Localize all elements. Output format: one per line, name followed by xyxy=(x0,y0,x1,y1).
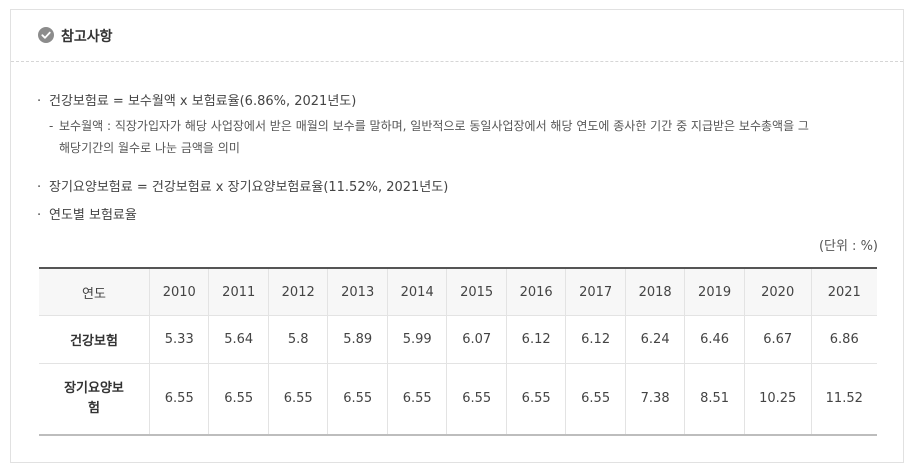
table-row: 장기요양보 험 6.55 6.55 6.55 6.55 6.55 6.55 6.… xyxy=(39,363,877,436)
bullet-icon: · xyxy=(37,180,42,195)
year-header: 2020 xyxy=(743,268,812,316)
rate-cell: 6.67 xyxy=(743,315,812,364)
row-label-health: 건강보험 xyxy=(39,315,150,364)
dash-icon: - xyxy=(49,119,54,133)
rate-cell: 6.55 xyxy=(386,363,447,436)
notes-panel: 참고사항 · 건강보험료 = 보수월액 x 보험료율(6.86%, 2021년도)… xyxy=(10,9,904,463)
rate-cell: 6.46 xyxy=(684,315,745,364)
year-header: 2013 xyxy=(327,268,388,316)
rate-cell: 7.38 xyxy=(624,363,685,436)
rate-cell: 6.24 xyxy=(624,315,685,364)
rate-cell: 11.52 xyxy=(810,363,877,436)
rate-cell: 6.55 xyxy=(148,363,209,436)
bullet-icon: · xyxy=(37,208,42,223)
check-circle-icon xyxy=(38,27,54,43)
year-header: 2012 xyxy=(267,268,328,316)
header-year-label: 연도 xyxy=(39,268,150,316)
rate-cell: 6.12 xyxy=(505,315,566,364)
note-yearly-rates: · 연도별 보험료율 xyxy=(37,208,137,223)
note-longterm-formula: · 장기요양보험료 = 건강보험료 x 장기요양보험료율(11.52%, 2021… xyxy=(37,180,449,195)
rate-cell: 5.64 xyxy=(208,315,269,364)
bullet-icon: · xyxy=(37,94,42,109)
rate-cell: 5.99 xyxy=(386,315,447,364)
rate-cell: 10.25 xyxy=(743,363,812,436)
note-wage-definition: - 보수월액 : 직장가입자가 해당 사업장에서 받은 매월의 보수를 말하며, … xyxy=(49,115,869,159)
year-header: 2011 xyxy=(208,268,269,316)
year-header: 2017 xyxy=(565,268,626,316)
unit-label: (단위 : %) xyxy=(818,239,878,254)
year-header: 2019 xyxy=(684,268,745,316)
rate-cell: 6.86 xyxy=(810,315,877,364)
rate-cell: 6.55 xyxy=(505,363,566,436)
rate-cell: 6.07 xyxy=(446,315,507,364)
rate-cell: 6.55 xyxy=(267,363,328,436)
year-header: 2018 xyxy=(624,268,685,316)
row-label-longterm: 장기요양보 험 xyxy=(39,363,150,436)
rate-cell: 6.12 xyxy=(565,315,626,364)
rate-cell: 5.33 xyxy=(148,315,209,364)
year-header: 2021 xyxy=(810,268,877,316)
table-header-row: 연도 2010 2011 2012 2013 2014 2015 2016 20… xyxy=(39,268,877,316)
rate-cell: 6.55 xyxy=(327,363,388,436)
year-header: 2014 xyxy=(386,268,447,316)
year-header: 2016 xyxy=(505,268,566,316)
note-health-formula: · 건강보험료 = 보수월액 x 보험료율(6.86%, 2021년도) xyxy=(37,94,357,109)
rate-cell: 6.55 xyxy=(565,363,626,436)
table-row: 건강보험 5.33 5.64 5.8 5.89 5.99 6.07 6.12 6… xyxy=(39,315,877,364)
rate-cell: 8.51 xyxy=(684,363,745,436)
panel-title: 참고사항 xyxy=(61,29,113,45)
rate-cell: 6.55 xyxy=(208,363,269,436)
rate-cell: 5.89 xyxy=(327,315,388,364)
rate-table: 연도 2010 2011 2012 2013 2014 2015 2016 20… xyxy=(39,267,877,436)
year-header: 2010 xyxy=(148,268,209,316)
year-header: 2015 xyxy=(446,268,507,316)
panel-header: 참고사항 xyxy=(11,10,903,62)
rate-cell: 6.55 xyxy=(446,363,507,436)
rate-cell: 5.8 xyxy=(267,315,328,364)
